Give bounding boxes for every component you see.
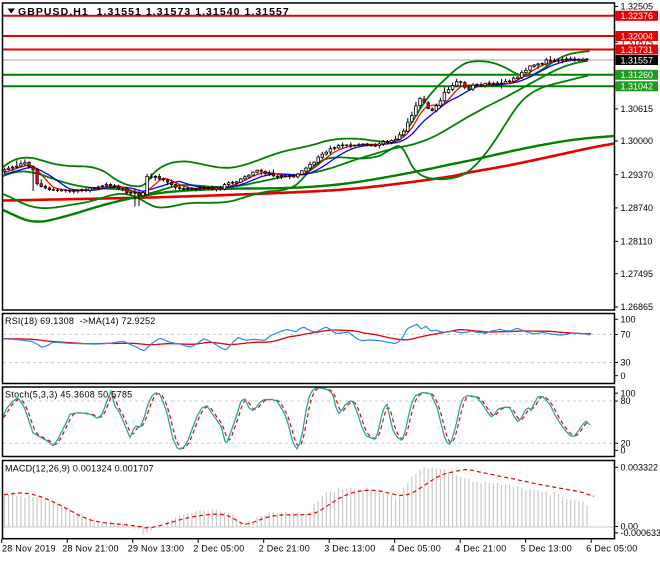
svg-text:6 Dec 05:00: 6 Dec 05:00 bbox=[586, 544, 637, 554]
svg-text:5 Dec 13:00: 5 Dec 13:00 bbox=[521, 544, 572, 554]
svg-text:1.28110: 1.28110 bbox=[621, 237, 653, 247]
svg-text:1.31042: 1.31042 bbox=[621, 82, 654, 92]
svg-text:1.30000: 1.30000 bbox=[621, 136, 654, 146]
svg-text:-0.000633: -0.000633 bbox=[621, 528, 660, 538]
svg-text:2 Dec 05:00: 2 Dec 05:00 bbox=[193, 544, 244, 554]
svg-text:80: 80 bbox=[621, 396, 631, 406]
svg-text:1.28740: 1.28740 bbox=[621, 203, 654, 213]
svg-text:0.003322: 0.003322 bbox=[621, 463, 659, 473]
svg-text:100: 100 bbox=[621, 315, 636, 325]
svg-text:0: 0 bbox=[621, 371, 626, 381]
svg-text:GBPUSD,H1 1.31551 1.31573 1.3: GBPUSD,H1 1.31551 1.31573 1.31540 1.3155… bbox=[18, 6, 290, 18]
svg-text:1.31260: 1.31260 bbox=[621, 70, 654, 80]
svg-text:70: 70 bbox=[621, 330, 631, 340]
svg-text:4 Dec 05:00: 4 Dec 05:00 bbox=[390, 544, 441, 554]
svg-text:28 Nov 2019: 28 Nov 2019 bbox=[2, 544, 56, 554]
svg-text:1.29370: 1.29370 bbox=[621, 170, 654, 180]
svg-text:0: 0 bbox=[621, 446, 626, 456]
svg-text:1.31557: 1.31557 bbox=[621, 55, 654, 65]
svg-text:30: 30 bbox=[621, 358, 631, 368]
svg-text:1.27495: 1.27495 bbox=[621, 269, 654, 279]
svg-text:1.32376: 1.32376 bbox=[621, 11, 654, 21]
svg-text:Stoch(5,3,3) 45.3608 50.5785: Stoch(5,3,3) 45.3608 50.5785 bbox=[5, 390, 133, 400]
svg-text:2 Dec 21:00: 2 Dec 21:00 bbox=[259, 544, 310, 554]
svg-text:28 Nov 21:00: 28 Nov 21:00 bbox=[62, 544, 119, 554]
svg-text:1.31731: 1.31731 bbox=[621, 45, 654, 55]
svg-text:RSI(18) 69.1308 ->MA(14) 72.9: RSI(18) 69.1308 ->MA(14) 72.9252 bbox=[5, 316, 155, 326]
svg-text:1.30615: 1.30615 bbox=[621, 104, 654, 114]
svg-text:MACD(12,26,9) 0.001324 0.00170: MACD(12,26,9) 0.001324 0.001707 bbox=[5, 464, 154, 474]
svg-text:29 Nov 13:00: 29 Nov 13:00 bbox=[128, 544, 185, 554]
svg-text:1.32004: 1.32004 bbox=[621, 31, 654, 41]
svg-text:1.26865: 1.26865 bbox=[621, 302, 654, 312]
svg-text:1.32505: 1.32505 bbox=[621, 2, 654, 12]
svg-text:4 Dec 21:00: 4 Dec 21:00 bbox=[455, 544, 506, 554]
svg-text:3 Dec 13:00: 3 Dec 13:00 bbox=[324, 544, 375, 554]
